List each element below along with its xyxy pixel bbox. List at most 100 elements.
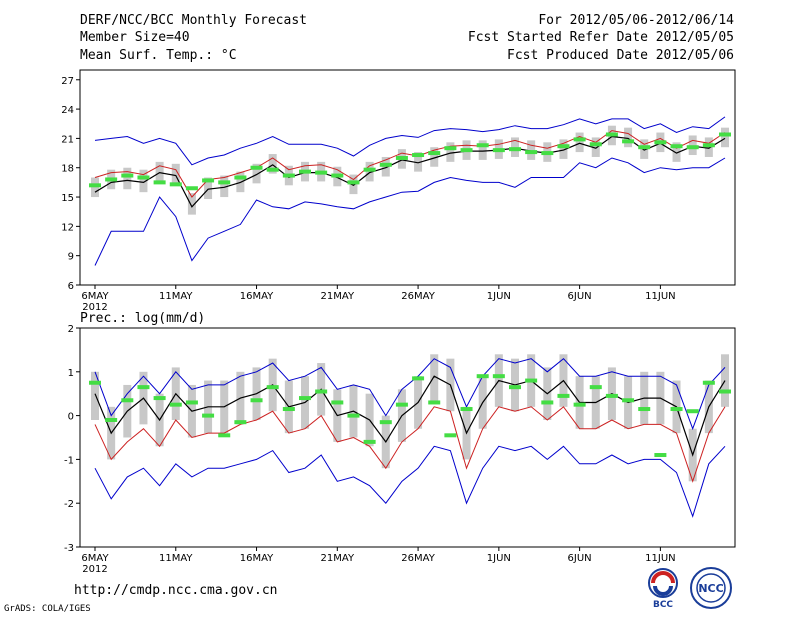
prec-y-tick-label: 0 <box>68 412 74 423</box>
prec-y-tick-label: -3 <box>64 543 74 554</box>
grads-credit: GrADS: COLA/IGES <box>4 604 91 614</box>
temp-obs-mark <box>331 173 344 178</box>
prec-line-upper <box>94 358 726 431</box>
prec-y-tick-label: -2 <box>64 499 74 510</box>
temp-obs-mark <box>638 145 651 150</box>
prec-obs-mark <box>153 396 166 401</box>
temp-obs-mark <box>379 162 392 167</box>
temp-spread-box <box>155 161 164 182</box>
prec-spread-box <box>430 354 439 403</box>
prec-obs-mark <box>622 398 635 403</box>
temp-obs-mark <box>605 132 618 137</box>
prec-obs-mark <box>428 400 441 405</box>
prec-obs-mark <box>315 389 328 394</box>
temp-line-lower <box>94 157 726 266</box>
temp-obs-mark <box>573 137 586 142</box>
temp-x-year-label: 2012 <box>82 302 107 313</box>
temp-obs-mark <box>363 167 376 172</box>
temp-obs-mark <box>282 173 295 178</box>
temp-spread-box <box>139 169 148 193</box>
prec-y-tick-label: 1 <box>68 368 74 379</box>
temp-spread-box <box>123 167 132 190</box>
temp-obs-mark <box>121 173 134 178</box>
source-url[interactable]: http://cmdp.ncc.cma.gov.cn <box>74 583 278 598</box>
prec-obs-mark <box>492 374 505 379</box>
prec-obs-mark <box>234 420 247 425</box>
temp-obs-mark <box>250 165 263 170</box>
prec-obs-mark <box>509 385 521 390</box>
temp-obs-mark <box>557 144 570 149</box>
temp-obs-mark <box>105 177 118 182</box>
temp-spread-box <box>559 139 568 159</box>
temp-spread-box <box>220 175 229 198</box>
prec-obs-mark <box>250 398 263 403</box>
prec-obs-mark <box>218 433 231 438</box>
prec-y-tick-label: -1 <box>64 455 74 466</box>
prec-plot-frame <box>79 327 736 548</box>
temp-obs-mark <box>218 180 231 185</box>
temp-obs-mark <box>670 144 683 149</box>
temp-obs-mark <box>412 153 425 158</box>
prec-obs-mark <box>557 393 570 398</box>
temp-y-tick-label: 24 <box>61 105 74 116</box>
temp-obs-mark <box>702 143 715 148</box>
prec-obs-mark <box>476 374 489 379</box>
temp-obs-mark <box>654 140 667 145</box>
prec-obs-mark <box>541 400 554 405</box>
temp-plot-frame <box>79 69 736 286</box>
temp-y-tick-label: 27 <box>61 76 74 87</box>
temp-spread-box <box>430 147 439 167</box>
ncc-logo: NCC <box>690 567 732 609</box>
prec-spread-box <box>91 371 99 420</box>
forecast-period: For 2012/05/06-2012/06/14 <box>538 13 734 28</box>
prec-obs-mark <box>638 407 651 412</box>
temp-spread-box <box>268 154 277 174</box>
temp-spread-box <box>187 193 196 215</box>
prec-x-tick-label: 1JUN <box>487 553 511 564</box>
temp-x-tick-label: 6JUN <box>568 291 592 302</box>
temp-y-tick-label: 15 <box>61 193 74 204</box>
prec-obs-mark <box>121 398 134 403</box>
prec-line-control <box>94 406 726 483</box>
temp-obs-mark <box>202 178 215 183</box>
prec-x-tick-label: 11MAY <box>159 553 193 564</box>
temp-x-tick-label: 11JUN <box>645 291 675 302</box>
temp-x-tick-label: 16MAY <box>240 291 274 302</box>
temp-obs-mark <box>589 142 602 147</box>
prec-y-tick-label: 2 <box>68 324 74 335</box>
prec-obs-mark <box>444 433 457 438</box>
prec-obs-mark <box>169 402 182 407</box>
prec-obs-mark <box>686 409 699 414</box>
temp-obs-mark <box>89 183 101 188</box>
temp-y-tick-label: 12 <box>61 222 74 233</box>
temp-obs-mark <box>460 148 473 153</box>
temp-spread-box <box>252 163 261 184</box>
temp-line-control <box>94 130 726 198</box>
prec-obs-mark <box>460 407 473 412</box>
temp-x-tick-label: 26MAY <box>401 291 435 302</box>
prec-x-year-label: 2012 <box>82 564 107 575</box>
prec-obs-mark <box>185 400 198 405</box>
temp-x-tick-label: 11MAY <box>159 291 193 302</box>
temp-obs-mark <box>299 169 311 174</box>
temp-obs-mark <box>169 182 182 187</box>
fcst-started: Fcst Started Refer Date 2012/05/05 <box>467 30 734 45</box>
prec-obs-mark <box>363 439 376 444</box>
temp-spread-box <box>591 137 600 157</box>
prec-obs-mark <box>412 376 425 381</box>
prec-obs-mark <box>379 420 392 425</box>
temp-line-upper <box>94 116 726 166</box>
temp-y-tick-label: 18 <box>61 164 74 175</box>
temp-x-tick-label: 1JUN <box>487 291 511 302</box>
prec-line-lower <box>94 445 726 518</box>
temp-obs-mark <box>315 170 328 175</box>
temp-obs-mark <box>234 175 247 180</box>
prec-obs-mark <box>282 407 295 412</box>
temp-obs-mark <box>395 155 408 160</box>
temp-spread-box <box>721 127 729 148</box>
member-size: Member Size=40 <box>80 30 190 45</box>
prec-obs-mark <box>670 407 683 412</box>
prec-obs-mark <box>573 402 586 407</box>
prec-x-tick-label: 26MAY <box>401 553 435 564</box>
